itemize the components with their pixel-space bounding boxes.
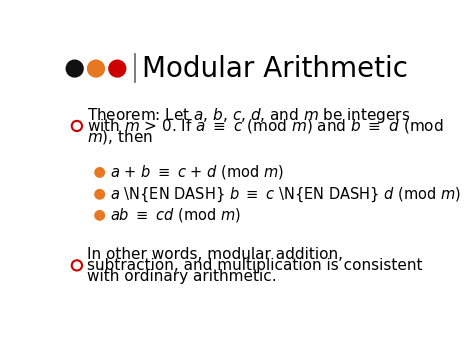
Text: $\mathit{m}$), then: $\mathit{m}$), then (87, 128, 153, 146)
Ellipse shape (72, 121, 82, 131)
Ellipse shape (72, 260, 82, 271)
Text: with $\mathit{m}$ > 0. If $\mathit{a}$ $\equiv$ $\mathit{c}$ (mod $\mathit{m}$) : with $\mathit{m}$ > 0. If $\mathit{a}$ $… (87, 117, 443, 135)
Text: subtraction, and multiplication is consistent: subtraction, and multiplication is consi… (87, 258, 422, 273)
Ellipse shape (95, 211, 104, 220)
Text: Theorem: Let $\mathit{a}$, $\mathit{b}$, $\mathit{c}$, $\mathit{d}$, and $\mathi: Theorem: Let $\mathit{a}$, $\mathit{b}$,… (87, 105, 410, 125)
Text: In other words, modular addition,: In other words, modular addition, (87, 247, 343, 262)
Ellipse shape (95, 168, 104, 177)
Ellipse shape (66, 61, 83, 77)
Ellipse shape (109, 61, 125, 77)
Text: $\mathit{ab}$ $\equiv$ $\mathit{cd}$ (mod $\mathit{m}$): $\mathit{ab}$ $\equiv$ $\mathit{cd}$ (mo… (110, 206, 241, 224)
Text: Modular Arithmetic: Modular Arithmetic (142, 55, 408, 83)
Ellipse shape (95, 190, 104, 199)
Text: with ordinary arithmetic.: with ordinary arithmetic. (87, 269, 276, 284)
Ellipse shape (88, 61, 104, 77)
Text: $\mathit{a}$ \N{EN DASH} $\mathit{b}$ $\equiv$ $\mathit{c}$ \N{EN DASH} $\mathit: $\mathit{a}$ \N{EN DASH} $\mathit{b}$ $\… (110, 185, 461, 203)
Text: $\mathit{a}$ + $\mathit{b}$ $\equiv$ $\mathit{c}$ + $\mathit{d}$ (mod $\mathit{m: $\mathit{a}$ + $\mathit{b}$ $\equiv$ $\m… (110, 163, 284, 181)
